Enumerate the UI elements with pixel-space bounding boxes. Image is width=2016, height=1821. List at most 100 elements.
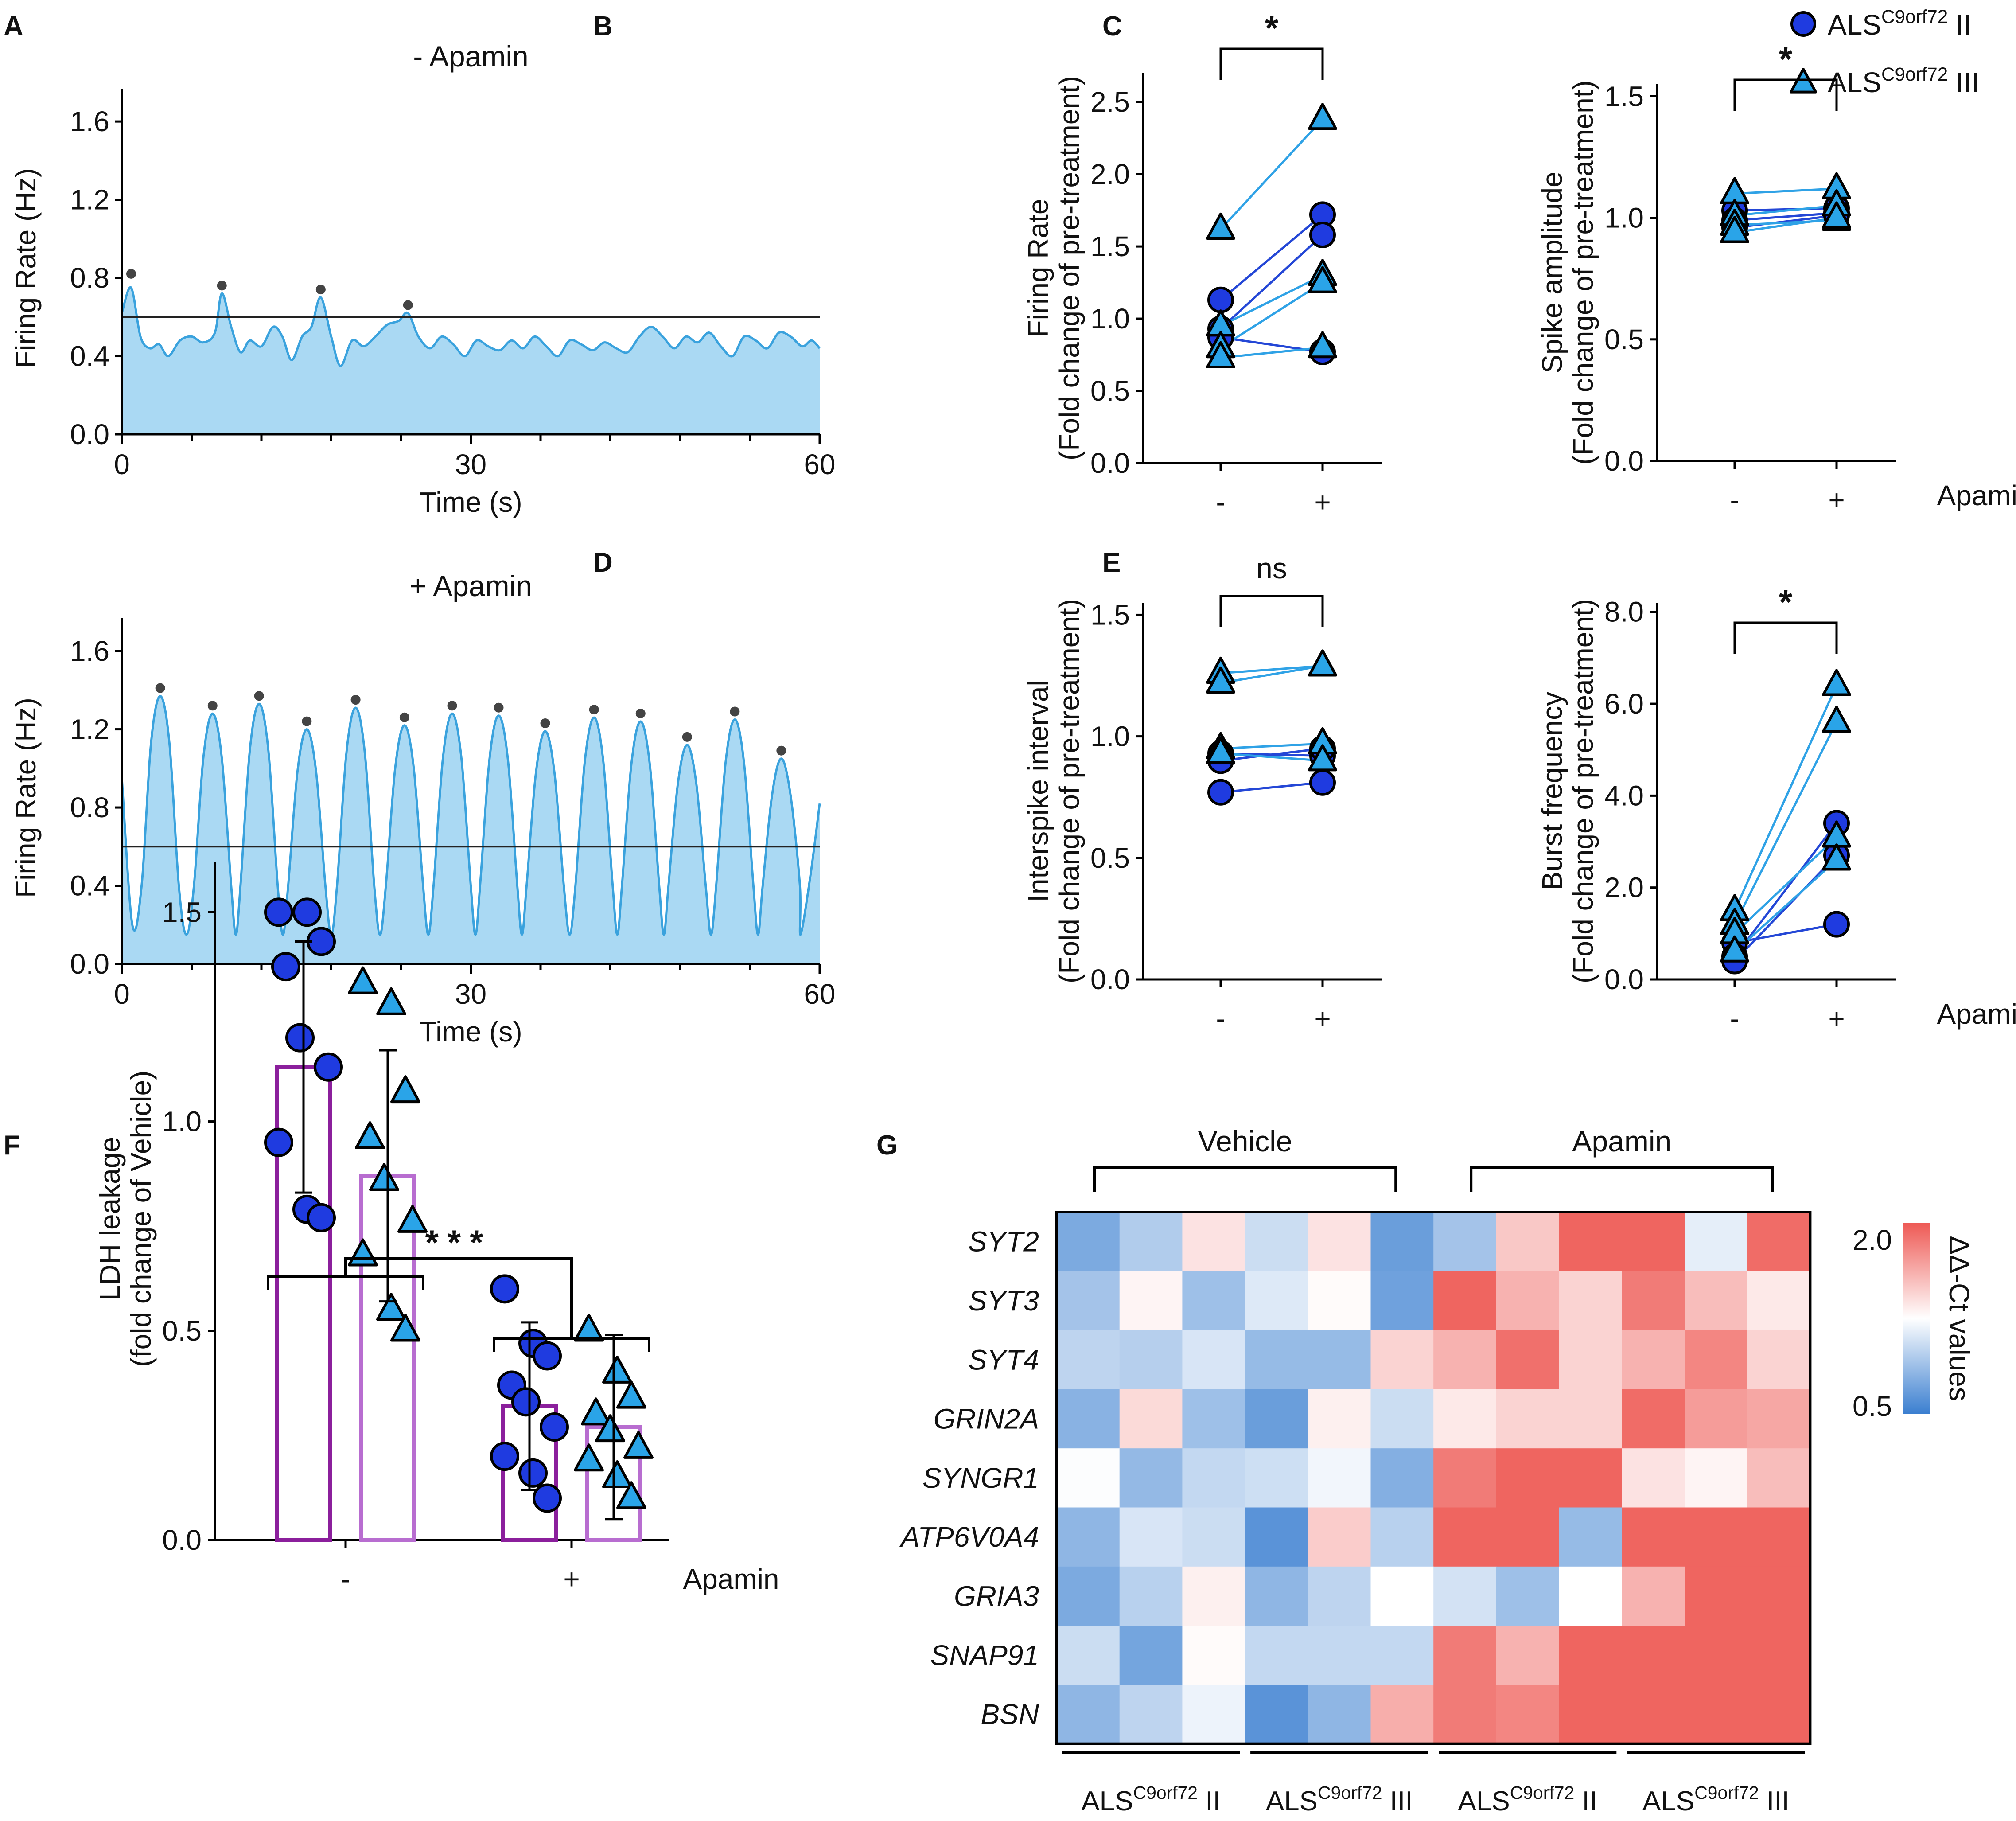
chart-title: - Apamin	[413, 40, 528, 73]
legend-text-sup: C9orf72	[1510, 1782, 1575, 1803]
trace-area	[122, 287, 820, 434]
heatmap-cell	[1245, 1507, 1308, 1567]
x-axis-title: Apamin	[1937, 998, 2016, 1030]
y-axis-title: Interspike interval	[1022, 680, 1054, 902]
column-group-bracket	[1470, 1166, 1774, 1192]
heatmap-cell	[1622, 1685, 1685, 1744]
scale-max-label: 2.0	[1853, 1224, 1892, 1256]
x-tick-label: +	[1828, 1002, 1845, 1034]
heatmap-cell	[1433, 1566, 1497, 1626]
peak-dot	[350, 695, 361, 705]
x-tick-label: -	[341, 1563, 350, 1595]
significance-bracket	[1219, 595, 1324, 627]
heatmap-cell	[1559, 1507, 1622, 1567]
pair-line	[1220, 665, 1323, 675]
peak-dot	[589, 705, 599, 715]
legend-text-sup: C9orf72	[1881, 64, 1948, 85]
pair-line	[1220, 665, 1323, 684]
data-point-circle	[1309, 222, 1336, 249]
y-tick-label: 0.0	[70, 418, 109, 450]
data-point-circle	[307, 1203, 336, 1232]
heatmap-cell	[1685, 1330, 1748, 1390]
pair-line	[1734, 214, 1837, 229]
data-point-triangle	[376, 1293, 406, 1321]
heatmap-cell	[1685, 1566, 1748, 1626]
legend-text-sup: C9orf72	[1694, 1782, 1759, 1803]
scale-min-label: 0.5	[1853, 1390, 1892, 1422]
x-tick-label: 0	[114, 448, 130, 480]
heatmap-cell	[1559, 1685, 1622, 1744]
gene-label: SYT2	[968, 1226, 1039, 1258]
heatmap-cell	[1622, 1330, 1685, 1390]
pair-line	[1734, 859, 1837, 953]
heatmap-border	[1055, 1211, 1812, 1745]
trace-chart-1: 0.0 0.4 0.8 1.2 1.6 0 30 60 Time (s) Firing Rate …	[10, 569, 836, 1048]
y-tick-label: 1.2	[70, 184, 109, 216]
heatmap-cell	[1182, 1626, 1245, 1685]
y-tick-label: 0.8	[70, 792, 109, 823]
y-tick-label: 4.0	[1604, 780, 1644, 811]
y-axis-title: Spike amplitude	[1536, 172, 1568, 373]
heatmap-cell	[1182, 1448, 1245, 1508]
panel-letter-C: C	[1102, 11, 1122, 42]
y-tick-label: 0.5	[1090, 375, 1130, 407]
heatmap-cell	[1119, 1566, 1183, 1626]
x-tick-label: 30	[455, 978, 486, 1010]
x-axis-title: Apamin	[1937, 480, 2016, 511]
significance-label: *	[1779, 39, 1793, 78]
heatmap-cell	[1057, 1507, 1120, 1567]
peak-dot	[682, 732, 692, 742]
data-point-circle	[490, 1442, 519, 1471]
pair-line	[1220, 118, 1323, 230]
y-tick-label: 0.5	[1090, 842, 1130, 874]
heatmap-cell	[1370, 1271, 1434, 1331]
heatmap-cell	[1433, 1626, 1497, 1685]
y-tick-label: 2.0	[1090, 158, 1130, 190]
heatmap-cell	[1308, 1626, 1371, 1685]
y-axis-title: Burst frequency	[1536, 692, 1568, 890]
column-line-label: ALSC9orf72 II	[1081, 1782, 1220, 1817]
heatmap-cell	[1622, 1626, 1685, 1685]
panel-letter-A: A	[4, 11, 23, 42]
y-tick-label: 0.0	[1604, 963, 1644, 995]
heatmap-cell	[1245, 1212, 1308, 1271]
significance-bracket	[344, 1257, 573, 1338]
pair-line	[1734, 212, 1837, 222]
heatmap-cell	[1433, 1212, 1497, 1271]
heatmap-cell	[1245, 1389, 1308, 1449]
heatmap-cell	[1308, 1271, 1371, 1331]
pair-line	[1220, 742, 1323, 750]
y-tick-label: 1.6	[70, 105, 109, 137]
peak-dot	[776, 745, 786, 756]
peak-dot	[399, 712, 409, 722]
data-point-triangle	[1206, 212, 1235, 240]
heatmap-cell	[1182, 1212, 1245, 1271]
heatmap-cell	[1747, 1389, 1810, 1449]
group-bracket	[493, 1337, 650, 1352]
heatmap-cell	[1559, 1212, 1622, 1271]
data-point-triangle	[616, 1380, 646, 1409]
heatmap-cell	[1685, 1212, 1748, 1271]
data-point-circle	[533, 1483, 562, 1513]
heatmap-cell	[1182, 1685, 1245, 1744]
heatmap-cell	[1057, 1685, 1120, 1744]
heatmap-cell	[1622, 1271, 1685, 1331]
peak-dot	[730, 706, 740, 717]
heatmap-cell	[1433, 1448, 1497, 1508]
heatmap-cell	[1245, 1685, 1308, 1744]
heatmap-cell	[1685, 1389, 1748, 1449]
paired-chart-C: 0.0 0.5 1.0 1.5 - + Spike amplitude(Fold chang…	[1536, 39, 2016, 516]
y-tick-label: 0.5	[162, 1315, 202, 1347]
y-tick-label: 1.0	[1090, 303, 1130, 335]
pair-line	[1734, 187, 1837, 195]
data-point-triangle	[602, 1355, 632, 1384]
heatmap-cell	[1245, 1566, 1308, 1626]
peak-dot	[207, 701, 218, 711]
legend-text-sup: C9orf72	[1133, 1782, 1198, 1803]
data-point-triangle	[355, 1121, 385, 1150]
heatmap-cell	[1559, 1330, 1622, 1390]
heatmap-cell	[1308, 1212, 1371, 1271]
data-point-circle	[533, 1341, 562, 1371]
gene-label: GRIN2A	[934, 1403, 1039, 1435]
heatmap-cell	[1370, 1212, 1434, 1271]
